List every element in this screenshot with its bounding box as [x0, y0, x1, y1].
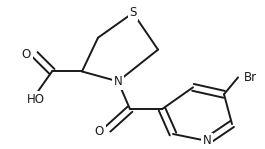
Text: O: O	[95, 125, 104, 138]
Text: HO: HO	[27, 93, 45, 106]
Text: N: N	[114, 75, 122, 88]
Text: O: O	[22, 48, 31, 61]
Text: Br: Br	[244, 71, 257, 84]
Text: N: N	[203, 134, 211, 148]
Text: S: S	[129, 6, 137, 19]
